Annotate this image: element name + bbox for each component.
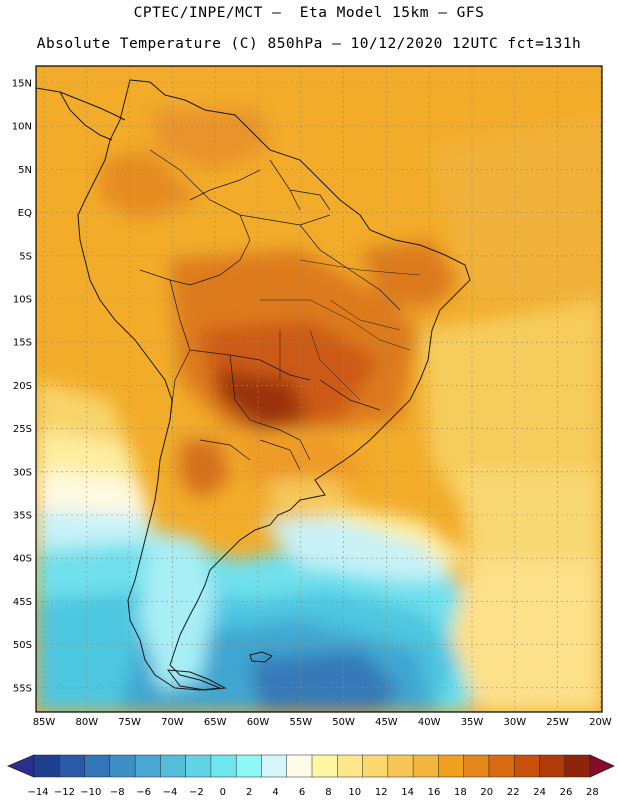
central-america xyxy=(36,87,126,141)
colorbar-swatch xyxy=(337,754,364,778)
colorbar-tick-label: 8 xyxy=(325,787,331,798)
colorbar-swatch xyxy=(387,754,414,778)
colorbar-swatch xyxy=(59,754,86,778)
colorbar-swatch xyxy=(261,754,288,778)
colorbar-swatch xyxy=(286,754,313,778)
lat-label: 55S xyxy=(13,683,32,694)
colorbar-swatch xyxy=(160,754,187,778)
colorbar-tick-label: 14 xyxy=(401,787,414,798)
lon-label: 20W xyxy=(589,717,612,728)
lat-label: 15N xyxy=(12,79,32,90)
colorbar-tick-label: 28 xyxy=(586,787,599,798)
lat-label: 45S xyxy=(13,597,32,608)
lon-label: 35W xyxy=(461,717,484,728)
colorbar-tick-label: 16 xyxy=(428,787,441,798)
lon-label: 45W xyxy=(375,717,398,728)
colorbar-swatch xyxy=(311,754,338,778)
colorbar-swatch xyxy=(564,754,591,778)
south-america-coast xyxy=(77,79,471,691)
colorbar-tick-label: 22 xyxy=(507,787,520,798)
colorbar-tick-label: 0 xyxy=(220,787,226,798)
map-title-line1: CPTEC/INPE/MCT – Eta Model 15km – GFS xyxy=(133,5,485,21)
lon-label: 25W xyxy=(546,717,569,728)
colorbar-swatch xyxy=(235,754,263,778)
lon-label: 75W xyxy=(118,717,141,728)
colorbar-swatch xyxy=(438,754,465,778)
lon-label: 30W xyxy=(503,717,526,728)
colorbar-tick-label: −10 xyxy=(80,787,101,798)
colorbar-swatch xyxy=(513,754,541,778)
lat-label: 15S xyxy=(13,338,32,349)
colorbar-tick-label: 18 xyxy=(454,787,467,798)
colorbar-under-arrow xyxy=(6,754,35,778)
colorbar-swatch xyxy=(109,754,136,778)
lat-label: 35S xyxy=(13,511,32,522)
colorbar-swatch xyxy=(33,754,60,778)
colorbar-tick-label: 2 xyxy=(246,787,252,798)
colorbar-tick-label: 26 xyxy=(560,787,573,798)
colorbar-tick-label: 4 xyxy=(272,787,278,798)
colorbar-tick-label: 6 xyxy=(299,787,305,798)
colorbar-swatch xyxy=(84,754,111,778)
lat-label: 10N xyxy=(12,122,32,133)
lat-label: 50S xyxy=(13,640,32,651)
colorbar-tick-label: 20 xyxy=(480,787,493,798)
colorbar: −14 −12 −10 −8 −6 −4 −2 0 2 4 6 8 10 12 14 16 18 20 22 24 26… xyxy=(6,754,615,798)
lon-label: 80W xyxy=(75,717,98,728)
colorbar-tick-label: −14 xyxy=(27,787,48,798)
coastlines xyxy=(36,79,471,691)
lat-label: 40S xyxy=(13,554,32,565)
lat-label: 5S xyxy=(19,251,32,262)
falklands xyxy=(249,651,273,663)
lon-label: 60W xyxy=(247,717,270,728)
lon-label: 40W xyxy=(418,717,441,728)
colorbar-over-arrow xyxy=(589,754,615,778)
lat-label: 20S xyxy=(13,381,32,392)
colorbar-tick-label: −6 xyxy=(136,787,151,798)
colorbar-tick-label: −8 xyxy=(110,787,125,798)
latitude-labels: 15N 10N 5N EQ 5S 10S 15S 20S 25S 30S 35S 40S 45S 50S 5… xyxy=(12,79,32,695)
temperature-field xyxy=(36,66,602,712)
colorbar-tick-label: −2 xyxy=(189,787,204,798)
colorbar-tick-label: 12 xyxy=(375,787,388,798)
lon-label: 70W xyxy=(161,717,184,728)
lat-label: EQ xyxy=(18,208,32,219)
lon-label: 50W xyxy=(332,717,355,728)
lat-label: 25S xyxy=(13,424,32,435)
colorbar-tick-label: −4 xyxy=(163,787,178,798)
colorbar-swatch xyxy=(463,754,490,778)
colorbar-swatch xyxy=(539,754,566,778)
lat-label: 5N xyxy=(18,165,32,176)
lat-label: 30S xyxy=(13,467,32,478)
lon-label: 55W xyxy=(289,717,312,728)
colorbar-swatch xyxy=(488,754,515,778)
graticule xyxy=(36,66,602,712)
colorbar-swatch xyxy=(210,754,237,778)
colorbar-tick-label: 10 xyxy=(348,787,361,798)
colorbar-swatch xyxy=(134,754,161,778)
colorbar-swatch xyxy=(185,754,212,778)
brazil-states xyxy=(260,259,421,401)
longitude-labels: 85W 80W 75W 70W 65W 60W 55W 50W 45W 40W 35W 30W 25W 2… xyxy=(33,717,612,728)
colorbar-tick-label: 24 xyxy=(533,787,546,798)
lon-label: 65W xyxy=(204,717,227,728)
colorbar-swatch xyxy=(362,754,389,778)
map-frame xyxy=(35,65,603,713)
tierra-del-fuego xyxy=(166,669,227,691)
map-title-line2: Absolute Temperature (C) 850hPa – 10/12/… xyxy=(36,36,582,52)
colorbar-swatch xyxy=(412,754,439,778)
lon-label: 85W xyxy=(33,717,56,728)
colorbar-tick-label: −12 xyxy=(54,787,75,798)
country-borders xyxy=(139,149,401,471)
lat-label: 10S xyxy=(13,295,32,306)
